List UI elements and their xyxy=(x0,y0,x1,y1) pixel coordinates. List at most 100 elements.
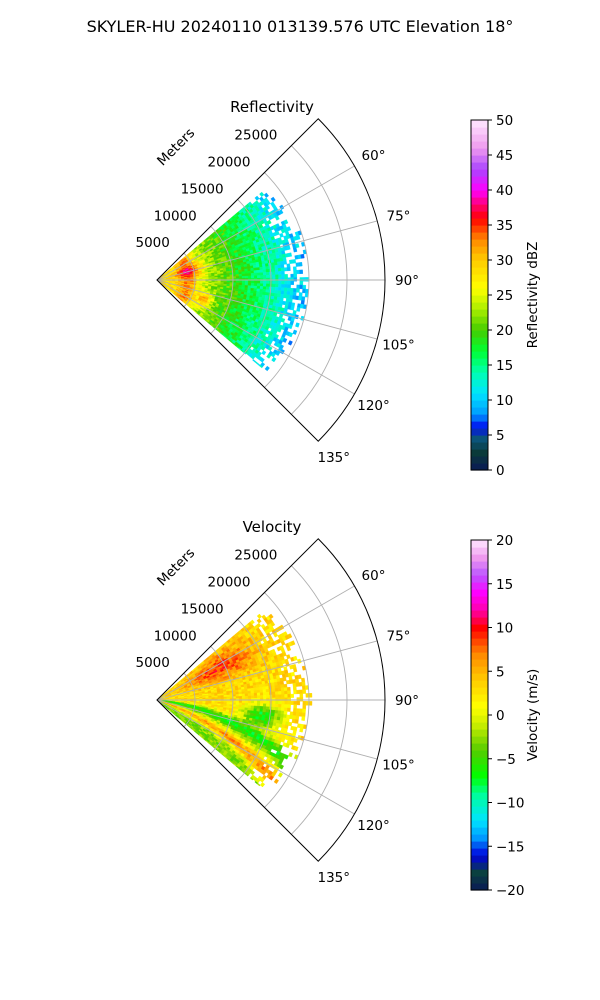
data-cell xyxy=(217,277,222,280)
data-cell xyxy=(247,693,252,697)
colorbar-tick-label: 30 xyxy=(496,253,513,269)
data-cell xyxy=(247,690,252,694)
data-cell xyxy=(278,280,282,285)
data-cell xyxy=(302,685,306,691)
data-cell xyxy=(302,708,306,714)
data-cell xyxy=(288,752,294,758)
data-cell xyxy=(271,706,276,711)
data-cell xyxy=(283,287,288,292)
data-cell xyxy=(266,694,270,699)
data-cell xyxy=(275,283,279,288)
colorbar-band xyxy=(471,428,488,436)
data-cell xyxy=(300,300,305,305)
colorbar-tick-label: 50 xyxy=(496,113,513,129)
data-cell xyxy=(247,275,252,279)
data-cell xyxy=(296,701,301,706)
data-cell xyxy=(241,695,246,699)
data-cell xyxy=(266,274,270,279)
data-cell xyxy=(275,280,279,285)
data-cell xyxy=(259,692,264,696)
colorbar-band xyxy=(471,239,488,247)
data-cell xyxy=(214,697,218,700)
colorbar-band xyxy=(471,120,488,128)
data-cell xyxy=(256,618,262,624)
data-cell xyxy=(287,707,291,712)
data-cell xyxy=(247,270,252,274)
data-cell xyxy=(261,350,267,356)
data-cell xyxy=(281,280,285,285)
data-cell xyxy=(283,219,289,225)
colorbar-band xyxy=(471,302,488,310)
data-cell xyxy=(282,257,287,262)
colorbar-band xyxy=(471,155,488,163)
data-cell xyxy=(301,716,306,721)
data-cell xyxy=(277,772,284,778)
data-cell xyxy=(250,703,255,707)
data-cell xyxy=(253,270,258,274)
colorbar-tick-label: 45 xyxy=(496,148,513,164)
data-cell xyxy=(262,283,267,287)
data-cell xyxy=(288,721,293,727)
data-cell xyxy=(275,703,279,708)
data-cell xyxy=(274,268,279,272)
data-cell xyxy=(241,275,246,279)
colorbar-band xyxy=(471,435,488,443)
data-cell xyxy=(256,285,261,290)
data-cell xyxy=(272,271,276,276)
data-cell xyxy=(290,273,294,278)
data-cell xyxy=(256,687,261,691)
data-cell xyxy=(301,712,306,718)
data-cell xyxy=(223,276,228,280)
data-cell xyxy=(250,700,255,704)
data-cell xyxy=(266,283,270,288)
data-cell xyxy=(226,280,231,283)
data-cell xyxy=(265,691,270,696)
data-cell xyxy=(293,270,297,275)
data-cell xyxy=(277,287,282,292)
data-cell xyxy=(273,778,279,784)
data-cell xyxy=(256,703,261,707)
data-cell xyxy=(254,700,258,704)
data-cell xyxy=(293,667,298,673)
range-tick-label: 10000 xyxy=(154,208,197,224)
data-cell xyxy=(259,266,264,271)
data-cell xyxy=(256,283,261,287)
data-cell xyxy=(272,277,276,282)
colorbar-band xyxy=(471,393,488,401)
data-cell xyxy=(286,646,292,652)
data-cell xyxy=(278,284,282,288)
data-cell xyxy=(259,782,266,788)
data-cell xyxy=(284,697,288,702)
colorbar-band xyxy=(471,281,488,289)
data-cell xyxy=(244,282,249,286)
data-cell xyxy=(277,684,282,689)
data-cell xyxy=(280,710,285,715)
data-cell xyxy=(283,710,288,716)
data-cell xyxy=(262,703,267,707)
data-cell xyxy=(283,687,288,692)
colorbar-tick-label: 25 xyxy=(496,288,513,304)
colorbar-band xyxy=(471,211,488,219)
data-cell xyxy=(278,697,282,702)
data-cell xyxy=(257,277,261,282)
data-cell xyxy=(278,277,282,282)
data-cell xyxy=(271,685,276,690)
data-cell xyxy=(295,715,300,721)
data-cell xyxy=(281,704,285,709)
data-cell xyxy=(293,704,297,709)
data-cell xyxy=(263,695,267,699)
data-cell xyxy=(299,277,304,282)
data-cell xyxy=(296,307,301,312)
data-cell xyxy=(256,272,261,276)
data-cell xyxy=(271,688,276,693)
data-cell xyxy=(293,288,297,293)
data-cell xyxy=(295,678,300,684)
data-cell xyxy=(238,696,243,699)
data-cell xyxy=(263,277,267,282)
data-cell xyxy=(281,270,285,275)
data-cell xyxy=(278,274,282,279)
data-cell xyxy=(262,689,267,693)
colorbar-band xyxy=(471,330,488,338)
data-cell xyxy=(299,269,303,274)
